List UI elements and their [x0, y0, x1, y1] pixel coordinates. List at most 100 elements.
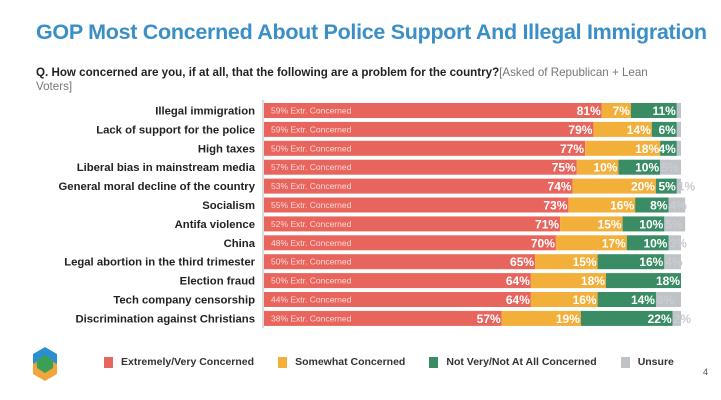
bar-segment-somewhat — [535, 254, 598, 270]
data-label-extremely: 81% — [577, 104, 601, 118]
bar-segment-somewhat — [572, 178, 656, 194]
bar-segment-extremely — [264, 140, 586, 156]
bar-segment-not — [605, 273, 681, 289]
category-label: Illegal immigration — [155, 106, 255, 118]
bar-segment-not — [655, 178, 677, 194]
bar-segment-somewhat — [530, 292, 598, 307]
data-label-unsure: 3% — [669, 236, 687, 250]
legend-label: Unsure — [637, 356, 674, 368]
data-label-extremely: 79% — [568, 123, 592, 137]
extr-concerned-label: 48% Extr. Concerned — [271, 238, 352, 248]
category-label: General moral decline of the country — [59, 181, 256, 193]
data-label-somewhat: 17% — [602, 236, 626, 250]
legend-label: Somewhat Concerned — [295, 356, 406, 368]
data-label-not: 4% — [658, 142, 676, 156]
data-label-somewhat: 20% — [631, 180, 655, 194]
bar-segment-not — [660, 140, 677, 156]
legend: Extremely/Very Concerned Somewhat Concer… — [104, 356, 674, 368]
bar-segment-not — [597, 254, 665, 270]
category-label: Lack of support for the police — [96, 124, 255, 136]
data-label-somewhat: 19% — [556, 312, 580, 326]
data-label-somewhat: 15% — [598, 217, 622, 231]
bar-segment-extremely — [264, 121, 594, 137]
data-label-somewhat: 18% — [635, 142, 659, 156]
category-label: Legal abortion in the third trimester — [64, 257, 255, 269]
bar-segment-extremely — [264, 216, 561, 232]
legend-item-extremely: Extremely/Very Concerned — [104, 356, 254, 368]
page-title: GOP Most Concerned About Police Support … — [36, 20, 707, 44]
category-label: Liberal bias in mainstream media — [77, 162, 256, 174]
bar-segment-not — [580, 310, 673, 326]
data-label-unsure: 4% — [669, 199, 687, 213]
data-label-unsure: 4% — [665, 255, 683, 269]
data-label-unsure: 2% — [674, 312, 692, 326]
data-label-extremely: 57% — [477, 312, 501, 326]
extr-concerned-label: 38% Extr. Concerned — [271, 313, 352, 323]
bar-segment-somewhat — [530, 273, 606, 289]
extr-concerned-label: 53% Extr. Concerned — [271, 181, 352, 191]
bar-segment-extremely — [264, 178, 573, 194]
legend-swatch — [104, 356, 113, 368]
data-label-extremely: 73% — [543, 199, 567, 213]
data-label-not: 10% — [635, 161, 659, 175]
bar-segment-unsure — [672, 310, 681, 326]
legend-swatch — [429, 356, 439, 368]
bar-segment-not — [651, 121, 677, 137]
legend-item-unsure: Unsure — [620, 356, 674, 368]
bar-segment-not — [635, 197, 669, 213]
bar-segment-unsure — [668, 235, 681, 251]
bar-segment-somewhat — [568, 197, 636, 213]
data-label-not: 22% — [648, 312, 672, 326]
data-label-extremely: 64% — [506, 274, 530, 288]
bar-segment-somewhat — [601, 103, 631, 118]
stacked-bar-chart: Illegal immigration 81% 7% 11% 59% Extr. Con… — [59, 100, 696, 328]
question-text: Q. How concerned are you, if at all, tha… — [36, 66, 686, 94]
extr-concerned-label: 55% Extr. Concerned — [271, 200, 352, 210]
data-label-somewhat: 16% — [610, 199, 634, 213]
data-label-not: 18% — [656, 274, 680, 288]
bar-segment-not — [597, 292, 656, 307]
bar-segment-somewhat — [501, 310, 581, 326]
data-label-unsure: 6% — [657, 293, 675, 307]
category-label: Tech company censorship — [113, 295, 255, 307]
data-label-somewhat: 18% — [581, 274, 605, 288]
question-note: [Asked of Republican + Lean Voters] — [36, 66, 648, 93]
data-label-not: 8% — [650, 199, 668, 213]
bar-segment-unsure — [664, 254, 681, 270]
bar-segment-extremely — [264, 159, 577, 175]
bar-segment-extremely — [264, 235, 556, 251]
legend-item-not: Not Very/Not At All Concerned — [429, 356, 597, 368]
bar-segment-unsure — [655, 292, 681, 307]
bar-segment-somewhat — [585, 140, 661, 156]
data-label-extremely: 64% — [506, 293, 530, 307]
company-logo-icon — [33, 347, 57, 381]
legend-label: Extremely/Very Concerned — [121, 356, 255, 368]
extr-concerned-label: 44% Extr. Concerned — [271, 295, 352, 305]
bar-segment-unsure — [660, 159, 681, 175]
data-label-extremely: 75% — [552, 161, 576, 175]
data-label-not: 5% — [658, 180, 676, 194]
bar-segment-extremely — [264, 292, 531, 307]
bar-segment-extremely — [264, 273, 531, 289]
bar-segment-unsure — [664, 216, 686, 232]
bar-segment-not — [622, 216, 665, 232]
category-label: Socialism — [202, 200, 255, 212]
data-label-somewhat: 15% — [573, 255, 597, 269]
bar-segment-unsure — [668, 197, 686, 213]
bar-segment-not — [626, 235, 669, 251]
bar-segment-not — [630, 103, 677, 118]
category-label: Discrimination against Christians — [75, 313, 255, 325]
bar-segment-unsure — [676, 103, 681, 118]
data-label-not: 14% — [631, 293, 655, 307]
question: Q. How concerned are you, if at all, tha… — [36, 66, 500, 79]
category-label: Election fraud — [180, 276, 255, 288]
legend-swatch — [278, 356, 288, 368]
extr-concerned-label: 59% Extr. Concerned — [271, 124, 352, 134]
data-label-unsure: 5% — [665, 217, 683, 231]
category-label: China — [224, 238, 256, 250]
data-label-not: 10% — [639, 217, 663, 231]
data-label-unsure: 1% — [678, 180, 696, 194]
extr-concerned-label: 59% Extr. Concerned — [271, 106, 352, 116]
data-label-extremely: 71% — [535, 217, 559, 231]
